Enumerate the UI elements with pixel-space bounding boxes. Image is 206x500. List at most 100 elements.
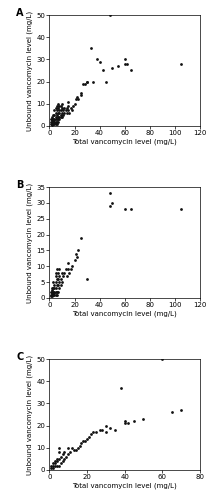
Point — [70, 262, 74, 270]
Point — [64, 106, 67, 114]
Point — [49, 120, 52, 128]
Point — [52, 118, 55, 126]
Point — [98, 58, 101, 66]
Point — [53, 457, 57, 465]
Point — [72, 102, 75, 110]
Point — [60, 104, 64, 112]
Point — [50, 284, 54, 292]
Point — [52, 462, 55, 469]
Point — [49, 116, 52, 124]
Y-axis label: Unbound vancomycin level (mg/L): Unbound vancomycin level (mg/L) — [27, 354, 34, 474]
Point — [53, 116, 56, 124]
X-axis label: Total vancomycin level (mg/L): Total vancomycin level (mg/L) — [72, 139, 177, 145]
Point — [54, 116, 57, 124]
Point — [129, 205, 132, 213]
Point — [60, 113, 64, 121]
Point — [85, 275, 89, 283]
Point — [55, 457, 59, 465]
Point — [60, 278, 64, 286]
Text: B: B — [16, 180, 24, 190]
Point — [50, 118, 54, 126]
Point — [179, 406, 183, 414]
Point — [53, 282, 56, 290]
Point — [104, 422, 108, 430]
Text: A: A — [16, 8, 24, 18]
Point — [55, 266, 59, 274]
Point — [50, 116, 54, 124]
Point — [52, 284, 55, 292]
Point — [79, 88, 82, 96]
Point — [49, 288, 52, 296]
Point — [123, 205, 126, 213]
Point — [75, 253, 79, 261]
Point — [54, 291, 57, 299]
Point — [52, 289, 55, 297]
Point — [57, 108, 60, 116]
Point — [55, 111, 59, 119]
Text: C: C — [16, 352, 24, 362]
Point — [54, 118, 57, 126]
Point — [52, 116, 55, 124]
Point — [89, 430, 92, 438]
Point — [50, 288, 54, 296]
Point — [58, 266, 61, 274]
Point — [52, 464, 55, 472]
Point — [89, 44, 92, 52]
Point — [70, 444, 74, 452]
Point — [170, 408, 173, 416]
Point — [57, 275, 60, 283]
Point — [50, 113, 54, 121]
Point — [77, 246, 80, 254]
Point — [52, 118, 55, 126]
Point — [54, 120, 57, 128]
Point — [87, 432, 91, 440]
Point — [62, 272, 65, 280]
Point — [85, 435, 89, 443]
Point — [59, 102, 62, 110]
Point — [92, 78, 95, 86]
Point — [55, 116, 59, 124]
Point — [63, 448, 66, 456]
Point — [85, 78, 89, 86]
Point — [179, 60, 183, 68]
Point — [53, 284, 56, 292]
Point — [65, 108, 69, 116]
Point — [59, 275, 62, 283]
Point — [55, 288, 59, 296]
Point — [64, 266, 67, 274]
Point — [98, 426, 102, 434]
Point — [72, 446, 76, 454]
Point — [55, 455, 59, 463]
Point — [67, 98, 70, 106]
Point — [59, 282, 62, 290]
Point — [58, 102, 61, 110]
Point — [108, 11, 111, 19]
Point — [54, 268, 57, 276]
Point — [114, 426, 117, 434]
Point — [53, 111, 56, 119]
Point — [160, 355, 164, 363]
Point — [54, 284, 57, 292]
Point — [79, 91, 82, 99]
Point — [59, 106, 62, 114]
Point — [57, 448, 61, 456]
Point — [79, 234, 82, 241]
Point — [50, 120, 54, 128]
Point — [132, 417, 136, 425]
Point — [123, 60, 126, 68]
Point — [63, 104, 66, 112]
Point — [82, 437, 85, 445]
Point — [55, 106, 59, 114]
Point — [55, 102, 59, 110]
Point — [53, 116, 56, 124]
Point — [59, 452, 62, 460]
Point — [83, 437, 87, 445]
Point — [55, 462, 59, 469]
Point — [110, 199, 114, 207]
Point — [74, 250, 77, 258]
Point — [57, 282, 60, 290]
Point — [54, 272, 57, 280]
Point — [57, 116, 60, 124]
Point — [57, 118, 60, 126]
Point — [101, 426, 104, 434]
